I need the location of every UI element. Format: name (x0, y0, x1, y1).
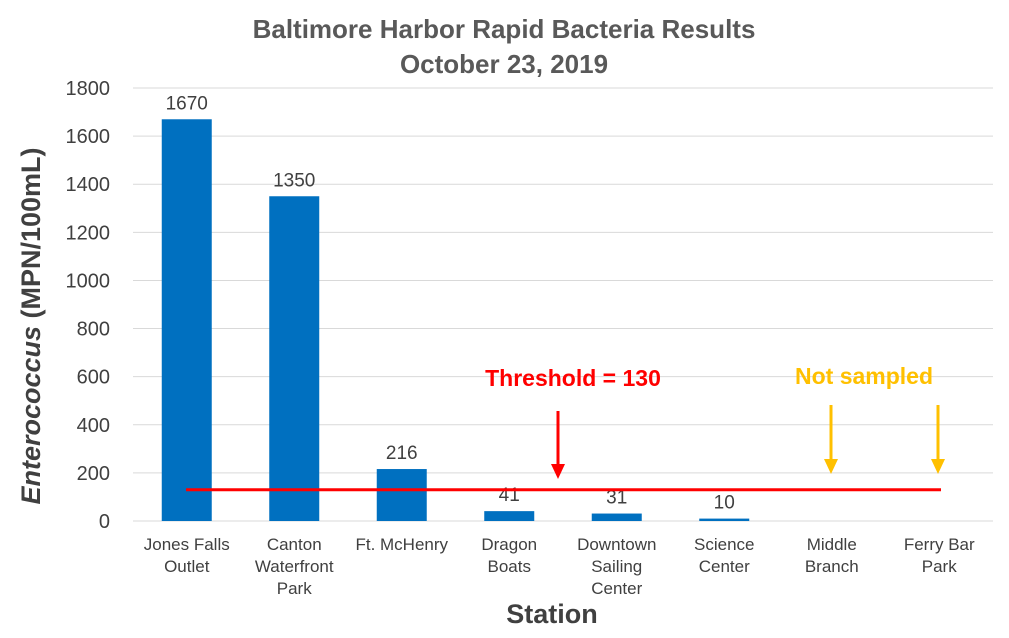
y-tick-label: 200 (77, 463, 110, 485)
not-sampled-arrow-head (931, 459, 945, 474)
not-sampled-label: Not sampled (795, 363, 933, 389)
bar (161, 119, 212, 522)
x-category-line: Dragon (481, 535, 537, 554)
y-axis-ticks: 0 200 400 600 800 1000 1200 1400 1600 1800 (66, 78, 111, 533)
x-category-line: Science (694, 535, 754, 554)
bars (161, 119, 750, 522)
x-category-label: Science Center (694, 535, 754, 576)
x-category-line: Waterfront (255, 557, 334, 576)
not-sampled-arrow-head (824, 459, 838, 474)
data-label: 1350 (273, 170, 315, 191)
x-category-line: Sailing (591, 557, 642, 576)
x-category-label: Downtown Sailing Center (577, 535, 656, 598)
x-category-line: Park (922, 557, 957, 576)
annotations: Threshold = 130 Not sampled (186, 363, 945, 492)
y-tick-label: 1400 (66, 174, 111, 196)
y-axis-title-italic: Enterococcus (16, 326, 46, 505)
x-category-line: Ferry Bar (904, 535, 975, 554)
x-category-line: Jones Falls (144, 535, 230, 554)
data-label: 216 (386, 443, 418, 464)
data-label: 10 (714, 493, 735, 514)
x-category-label: Middle Branch (805, 535, 859, 576)
y-tick-label: 1200 (66, 222, 111, 244)
y-tick-label: 1800 (66, 78, 111, 100)
bar (484, 511, 535, 521)
y-tick-label: 1000 (66, 270, 111, 292)
bar (376, 469, 427, 521)
bar (591, 513, 642, 521)
x-axis-title: Station (506, 599, 598, 629)
x-category-label: Jones Falls Outlet (144, 535, 230, 576)
x-category-label: Ferry Bar Park (904, 535, 975, 576)
x-category-label: Dragon Boats (481, 535, 537, 576)
y-tick-label: 0 (99, 511, 110, 533)
x-category-line: Canton (267, 535, 322, 554)
x-category-label: Ft. McHenry (355, 535, 448, 554)
x-category-line: Middle (807, 535, 857, 554)
y-tick-label: 400 (77, 415, 110, 437)
y-axis-title-units: (MPN/100mL) (16, 147, 46, 326)
bar (699, 518, 750, 521)
x-category-line: Branch (805, 557, 859, 576)
x-category-line: Ft. McHenry (355, 535, 448, 554)
threshold-label: Threshold = 130 (485, 365, 661, 391)
y-tick-label: 600 (77, 367, 110, 389)
threshold-arrow-head (551, 464, 565, 479)
x-category-line: Center (699, 557, 750, 576)
bar (269, 196, 320, 521)
x-category-line: Center (591, 579, 642, 598)
x-axis-categories: Jones Falls Outlet Canton Waterfront Park Ft.… (144, 535, 975, 598)
y-tick-label: 800 (77, 319, 110, 341)
x-category-line: Boats (488, 557, 531, 576)
chart-title-line1: Baltimore Harbor Rapid Bacteria Results (253, 14, 756, 44)
x-category-line: Outlet (164, 557, 210, 576)
data-label: 31 (606, 488, 627, 509)
data-label: 1670 (166, 93, 208, 114)
y-tick-label: 1600 (66, 126, 111, 148)
gridlines (133, 87, 993, 522)
x-category-line: Downtown (577, 535, 656, 554)
x-category-label: Canton Waterfront Park (255, 535, 334, 598)
y-axis-title: Enterococcus (MPN/100mL) (16, 147, 46, 504)
x-category-line: Park (277, 579, 312, 598)
chart-title-line2: October 23, 2019 (400, 49, 608, 79)
